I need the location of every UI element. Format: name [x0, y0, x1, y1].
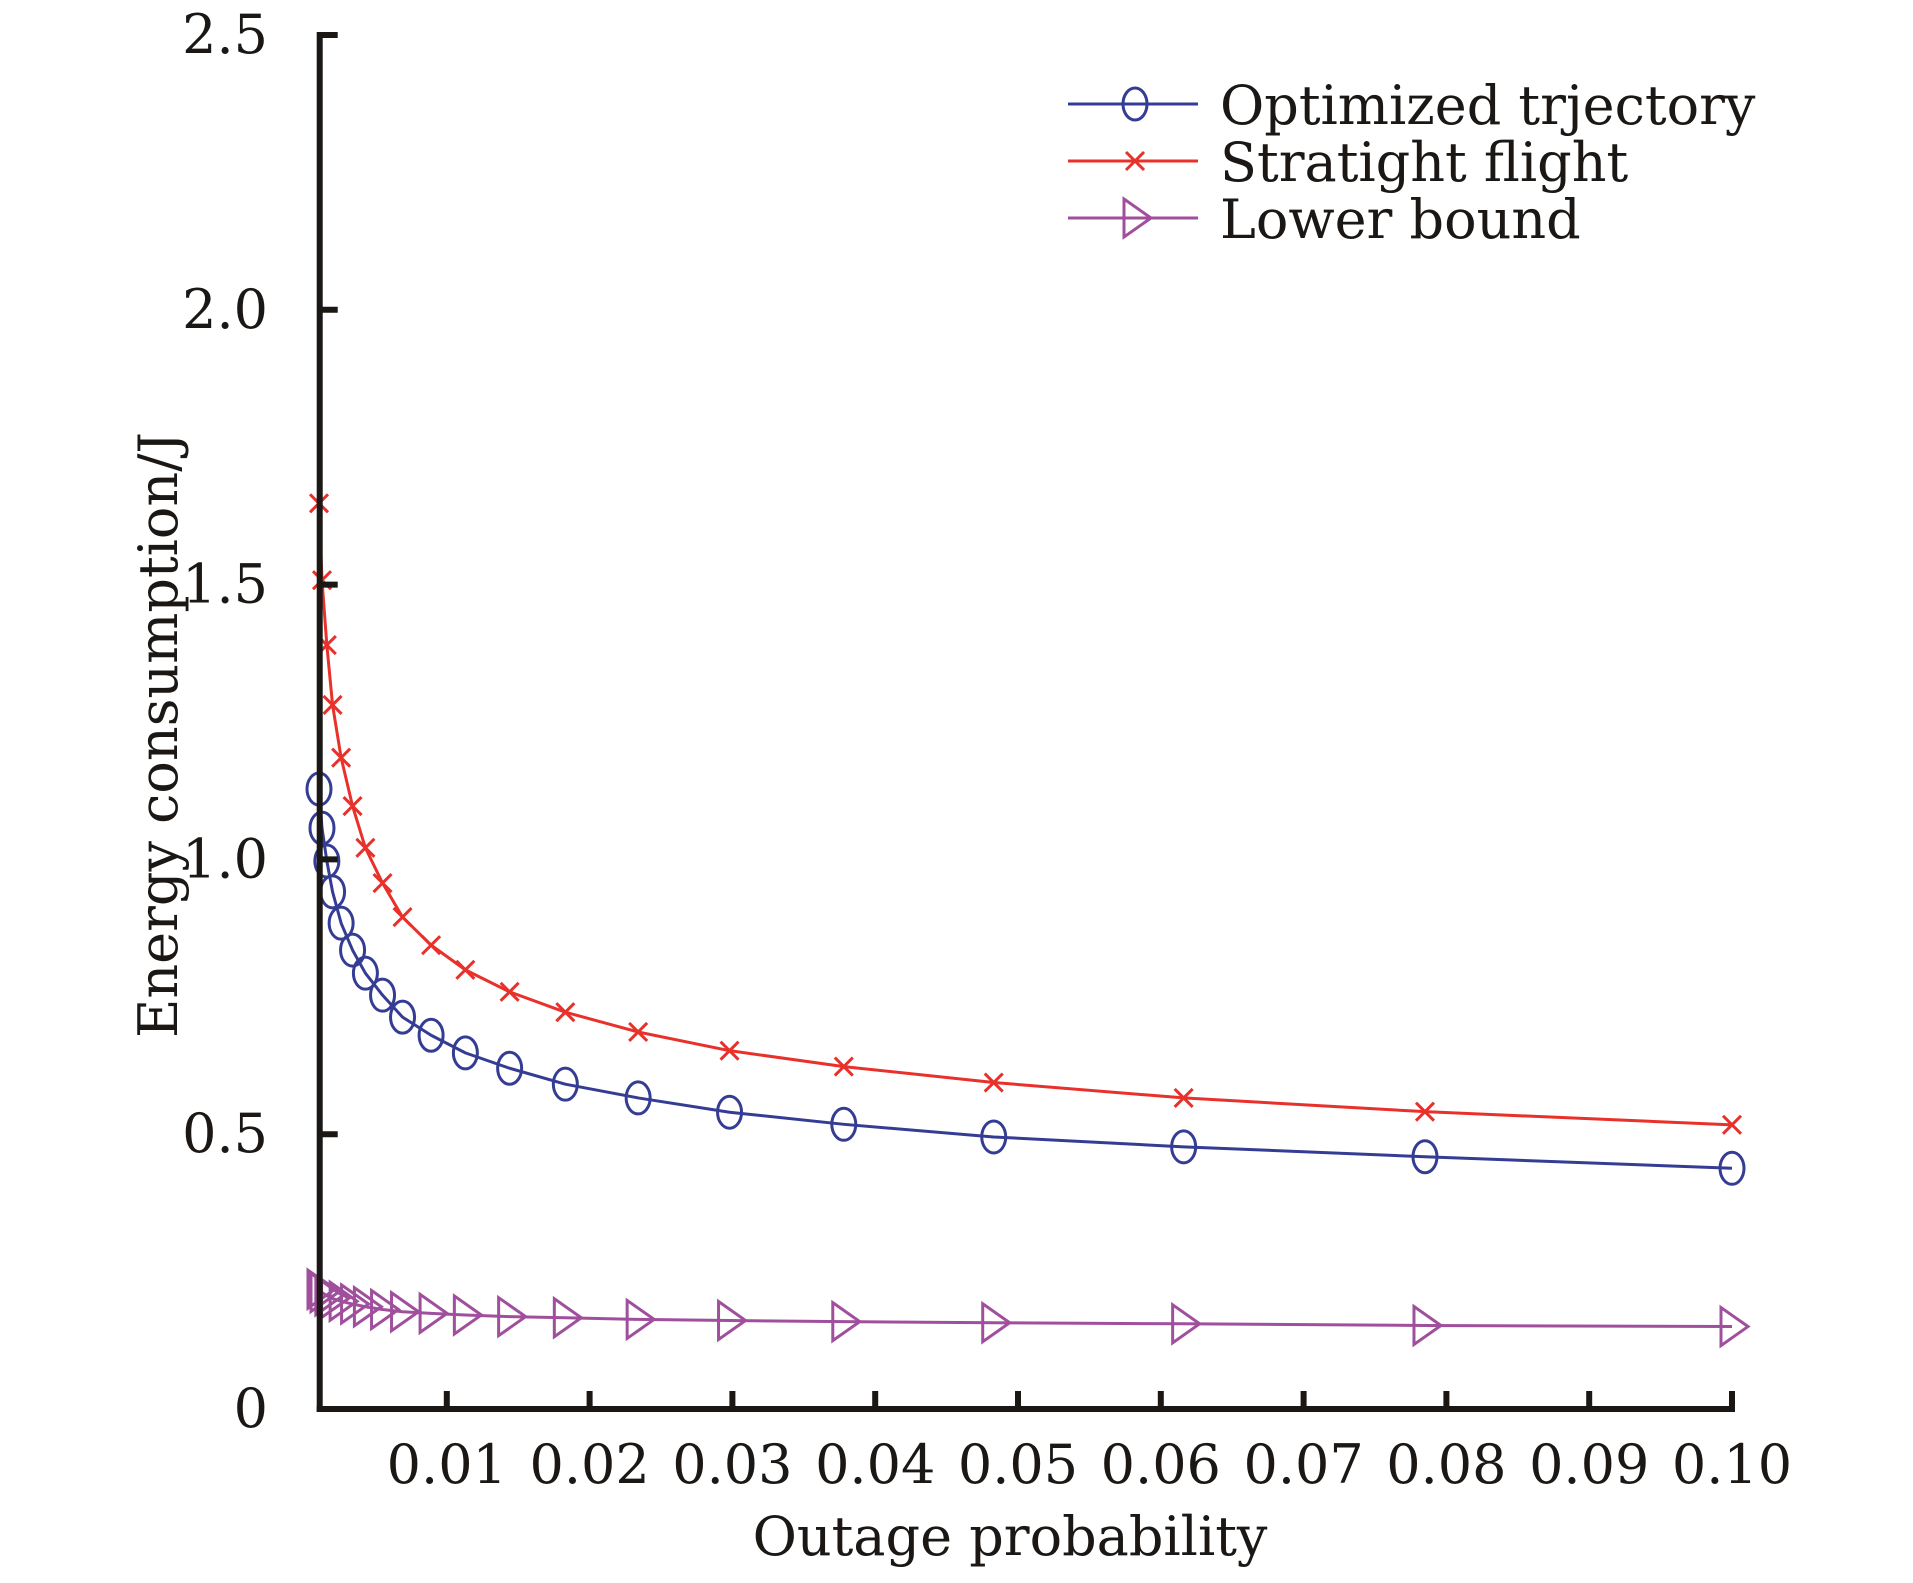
data-point-triangle-right: [352, 1284, 385, 1329]
data-point-triangle-right: [1171, 1301, 1203, 1346]
legend-item: Stratight flight: [1068, 131, 1629, 194]
data-point-circle: [351, 955, 379, 991]
data-point-circle: [1718, 1150, 1746, 1186]
series-stratight-flight: [308, 493, 1743, 1135]
y-tick-label: 1.0: [182, 827, 268, 890]
data-point-triangle-right: [1412, 1303, 1444, 1348]
data-point-circle: [389, 999, 417, 1035]
data-point-x: [372, 872, 393, 894]
data-point-x: [322, 694, 343, 716]
series-line: [317, 1288, 1733, 1329]
data-point-x: [499, 981, 520, 1002]
axes: 00.51.01.52.02.5 0.01 0.02 0.03 0.04 0.05 0.0…: [127, 3, 1792, 1568]
data-point-circle: [417, 1017, 445, 1053]
data-point-triangle-right: [452, 1293, 484, 1337]
data-point-triangle-right: [981, 1300, 1013, 1345]
y-tick-label: 2.0: [182, 278, 268, 341]
legend-item: Optimized trjectory: [1068, 74, 1756, 137]
data-point-circle: [716, 1094, 744, 1130]
x-tick-label: 0.09: [1529, 1433, 1649, 1496]
series-lower-bound: [306, 1267, 1751, 1349]
y-tick-label: 0: [234, 1377, 268, 1440]
data-point-x: [1173, 1087, 1194, 1108]
x-tick-label: 0.06: [1101, 1433, 1221, 1496]
y-tick-label: 1.5: [182, 553, 268, 616]
legend-label: Lower bound: [1220, 188, 1581, 251]
x-ticks: 0.01 0.02 0.03 0.04 0.05 0.06 0.07 0.08 0.09 0.10: [387, 1391, 1792, 1496]
data-point-triangle-right: [1719, 1304, 1751, 1349]
data-point-x: [455, 959, 476, 980]
data-point-triangle-right: [625, 1297, 657, 1342]
data-point-x: [331, 747, 352, 768]
data-point-circle: [339, 932, 367, 968]
data-point-triangle-right: [552, 1295, 584, 1340]
x-tick-label: 0.10: [1672, 1433, 1792, 1496]
data-point-x: [628, 1021, 649, 1043]
data-point-x: [719, 1040, 740, 1061]
data-point-circle: [1170, 1129, 1198, 1165]
data-point-triangle-right: [370, 1287, 402, 1332]
x-tick-label: 0.04: [815, 1433, 935, 1496]
series-line: [317, 503, 1733, 1127]
data-point-circle: [496, 1050, 524, 1086]
data-point-x: [1721, 1114, 1743, 1135]
y-ticks: 0 0.5 1.0 1.5 2.0 2.5: [182, 3, 338, 1440]
data-point-circle: [624, 1080, 652, 1116]
data-point-circle: [369, 977, 397, 1013]
series-layer: [305, 493, 1751, 1349]
y-tick-label: 0.5: [182, 1102, 268, 1165]
data-point-circle: [551, 1066, 579, 1102]
series-optimized-trjectory: [305, 771, 1746, 1186]
x-tick-label: 0.08: [1386, 1433, 1506, 1496]
legend-label: Stratight flight: [1220, 131, 1629, 194]
legend-marker-triangle-right: [1122, 196, 1154, 240]
x-axis-title: Outage probability: [753, 1505, 1268, 1568]
x-tick-label: 0.02: [529, 1433, 649, 1496]
data-point-triangle-right: [831, 1299, 863, 1344]
data-point-x: [1414, 1101, 1436, 1122]
data-point-circle: [830, 1106, 858, 1142]
series-line: [317, 788, 1733, 1170]
data-point-x: [421, 935, 442, 956]
legend-label: Optimized trjectory: [1220, 74, 1756, 137]
x-tick-label: 0.05: [958, 1433, 1078, 1496]
data-point-x: [355, 837, 376, 858]
y-axis-title: Energy consumption/J: [127, 432, 190, 1038]
data-point-x: [392, 907, 413, 928]
x-tick-label: 0.01: [387, 1433, 507, 1496]
data-point-triangle-right: [328, 1279, 360, 1324]
x-tick-label: 0.07: [1243, 1433, 1363, 1496]
x-tick-label: 0.03: [672, 1433, 792, 1496]
data-point-triangle-right: [418, 1291, 450, 1336]
data-point-x: [983, 1072, 1004, 1093]
data-point-x: [342, 796, 363, 817]
data-point-triangle-right: [717, 1298, 749, 1343]
data-point-triangle-right: [390, 1289, 422, 1334]
data-point-circle: [327, 905, 355, 941]
y-tick-label: 2.5: [182, 3, 268, 66]
data-point-x: [833, 1056, 854, 1077]
data-point-circle: [451, 1035, 479, 1071]
data-point-circle: [980, 1119, 1008, 1155]
legend-item: Lower bound: [1068, 188, 1581, 251]
legend-marker-x: [1124, 150, 1146, 172]
legend-marker-circle: [1121, 86, 1149, 122]
data-point-circle: [1411, 1139, 1439, 1175]
data-point-triangle-right: [497, 1294, 529, 1339]
data-point-x: [555, 1002, 576, 1023]
